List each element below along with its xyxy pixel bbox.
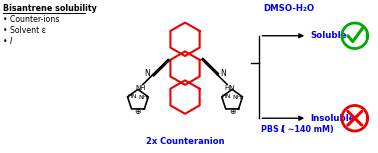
- Text: NH: NH: [232, 95, 242, 100]
- Text: ⊕: ⊕: [135, 107, 141, 116]
- Text: Soluble: Soluble: [310, 31, 347, 40]
- Text: DMSO-H₂O: DMSO-H₂O: [263, 4, 314, 13]
- Text: HN: HN: [224, 86, 234, 91]
- Text: NH: NH: [138, 95, 148, 100]
- Text: ∼140 mM): ∼140 mM): [285, 125, 334, 134]
- Text: PBS (: PBS (: [262, 125, 286, 134]
- Text: HN: HN: [222, 94, 231, 99]
- Text: 2x Counteranion: 2x Counteranion: [146, 137, 224, 146]
- Text: HN: HN: [127, 94, 137, 99]
- Text: N: N: [144, 69, 150, 78]
- Text: I: I: [9, 37, 12, 46]
- Text: I: I: [281, 125, 284, 134]
- Text: Bisantrene solubility: Bisantrene solubility: [3, 4, 97, 13]
- Text: ⊕: ⊕: [229, 107, 235, 116]
- Text: • Counter-ions: • Counter-ions: [3, 15, 60, 24]
- Text: Insoluble: Insoluble: [310, 114, 355, 123]
- Text: •: •: [3, 37, 10, 46]
- Text: N: N: [220, 69, 226, 78]
- Text: • Solvent ε: • Solvent ε: [3, 26, 46, 35]
- Text: NH: NH: [136, 86, 146, 91]
